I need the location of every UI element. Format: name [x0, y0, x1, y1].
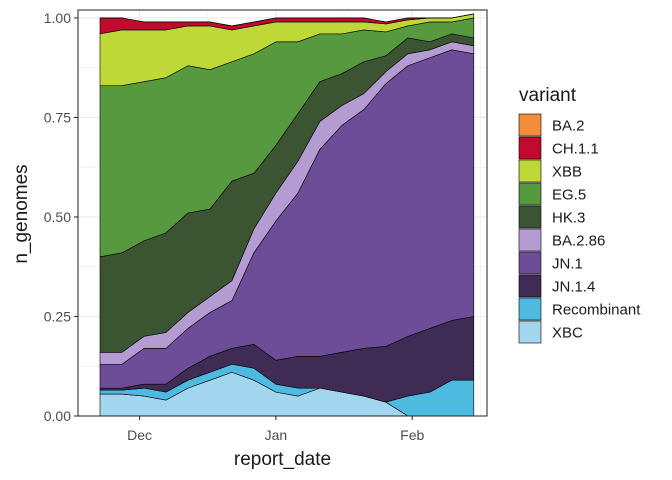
y-tick-label: 0.00	[44, 408, 71, 424]
legend-label-hk-3: HK.3	[552, 210, 585, 227]
legend-swatch-ba-2-86	[518, 228, 542, 252]
legend-label-jn-1-4: JN.1.4	[552, 279, 595, 296]
legend-title: variant	[519, 85, 577, 106]
legend-label-xbc: XBC	[552, 325, 583, 342]
legend-label-eg-5: EG.5	[552, 187, 586, 204]
area-ba-2	[99, 13, 475, 27]
x-tick-label: Jan	[265, 427, 288, 443]
y-axis: 0.00 0.25 0.50 0.75 1.00	[44, 10, 78, 424]
x-axis: Dec Jan Feb	[127, 416, 425, 443]
legend-label-ba-2-86: BA.2.86	[552, 233, 605, 250]
legend-swatch-eg-5	[518, 182, 542, 206]
y-tick-label: 1.00	[44, 10, 71, 26]
y-tick-label: 0.75	[44, 109, 71, 125]
legend-swatch-ch-1-1	[518, 136, 542, 160]
y-tick-label: 0.25	[44, 308, 71, 324]
legend-swatch-xbc	[518, 320, 542, 344]
area-layers	[99, 13, 475, 417]
legend-label-xbb: XBB	[552, 164, 582, 181]
legend: BA.2 CH.1.1 XBB EG.5 HK.3 BA.2.86 JN.1 JN.1.4 Re…	[518, 113, 641, 344]
legend-swatch-ba-2	[518, 113, 542, 137]
x-tick-label: Feb	[400, 427, 424, 443]
legend-label-ch-1-1: CH.1.1	[552, 141, 599, 158]
legend-swatch-jn-1-4	[518, 274, 542, 298]
y-axis-title: n_genomes	[11, 164, 32, 263]
legend-swatch-jn-1	[518, 251, 542, 275]
legend-swatch-recombinant	[518, 297, 542, 321]
legend-label-jn-1: JN.1	[552, 256, 583, 273]
legend-swatch-xbb	[518, 159, 542, 183]
y-tick-label: 0.50	[44, 209, 71, 225]
x-axis-title: report_date	[234, 449, 331, 470]
legend-swatch-hk-3	[518, 205, 542, 229]
legend-label-recombinant: Recombinant	[552, 302, 641, 319]
plot-panel-border	[77, 9, 488, 417]
legend-label-ba-2: BA.2	[552, 118, 585, 135]
x-tick-label: Dec	[127, 427, 152, 443]
